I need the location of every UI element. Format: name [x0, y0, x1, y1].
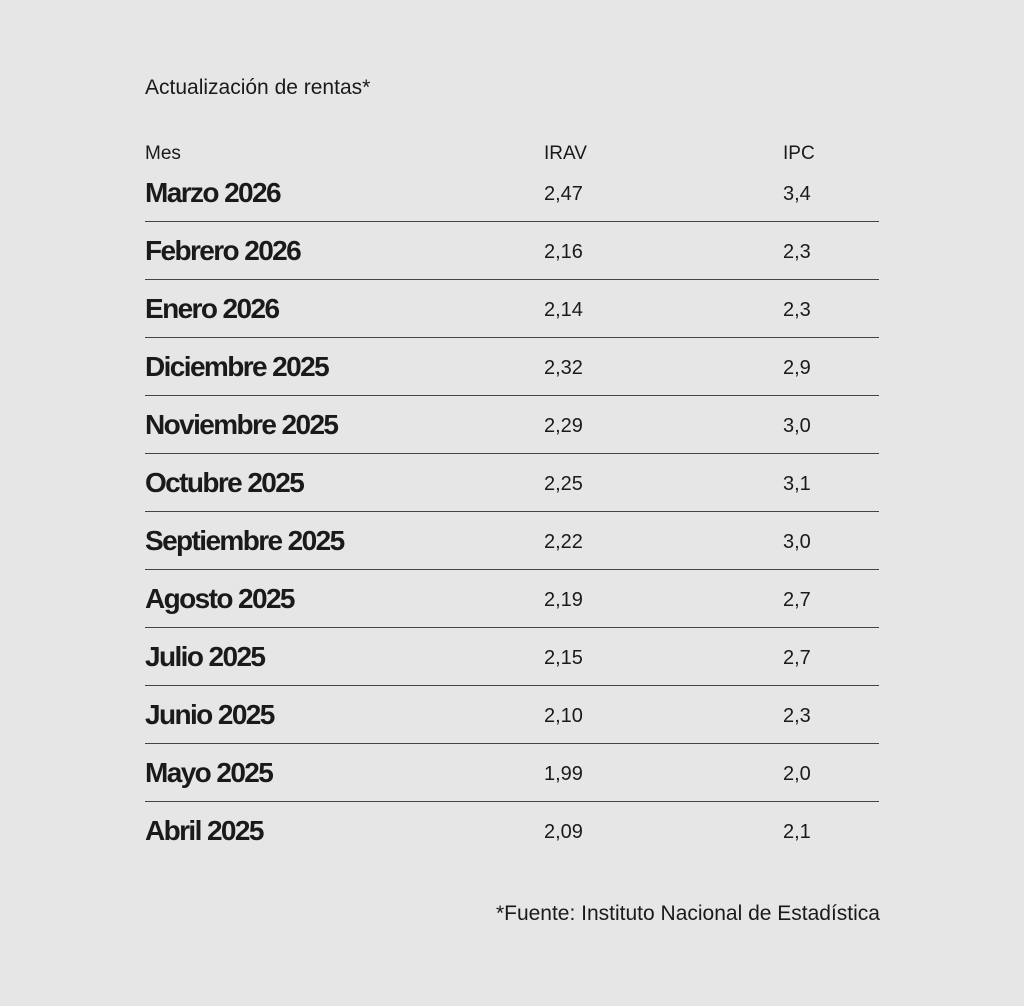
- table-row: Junio 2025 2,10 2,3: [145, 686, 879, 744]
- ipc-cell: 2,7: [783, 589, 811, 611]
- ipc-cell: 2,3: [783, 299, 811, 321]
- month-cell: Mayo 2025: [145, 757, 274, 788]
- ipc-cell: 3,4: [783, 183, 811, 205]
- source-note: *Fuente: Instituto Nacional de Estadísti…: [495, 902, 880, 925]
- month-cell: Octubre 2025: [145, 467, 305, 498]
- irav-cell: 2,47: [544, 183, 583, 205]
- header-irav: IRAV: [544, 143, 587, 164]
- ipc-cell: 2,3: [783, 705, 811, 727]
- ipc-cell: 2,0: [783, 763, 811, 785]
- ipc-cell: 3,0: [783, 531, 811, 553]
- irav-cell: 1,99: [544, 763, 583, 785]
- month-cell: Agosto 2025: [145, 583, 296, 614]
- month-cell: Junio 2025: [145, 699, 275, 730]
- table-row: Julio 2025 2,15 2,7: [145, 628, 879, 686]
- table-row: Enero 2026 2,14 2,3: [145, 280, 879, 338]
- month-cell: Septiembre 2025: [145, 525, 345, 556]
- irav-cell: 2,22: [544, 531, 583, 553]
- month-cell: Marzo 2026: [145, 177, 282, 208]
- table-row: Agosto 2025 2,19 2,7: [145, 570, 879, 628]
- irav-cell: 2,25: [544, 473, 583, 495]
- table-row: Octubre 2025 2,25 3,1: [145, 454, 879, 512]
- month-cell: Enero 2026: [145, 293, 280, 324]
- irav-cell: 2,29: [544, 415, 583, 437]
- table-row: Noviembre 2025 2,29 3,0: [145, 396, 879, 454]
- table-row: Abril 2025 2,09 2,1: [145, 802, 879, 859]
- table-row: Diciembre 2025 2,32 2,9: [145, 338, 879, 396]
- month-cell: Diciembre 2025: [145, 351, 330, 382]
- month-cell: Noviembre 2025: [145, 409, 339, 440]
- ipc-cell: 3,1: [783, 473, 811, 495]
- header-ipc: IPC: [783, 143, 815, 164]
- irav-cell: 2,09: [544, 821, 583, 843]
- irav-cell: 2,19: [544, 589, 583, 611]
- table-row: Septiembre 2025 2,22 3,0: [145, 512, 879, 570]
- irav-cell: 2,14: [544, 299, 583, 321]
- ipc-cell: 2,9: [783, 357, 811, 379]
- table-header: Mes IRAV IPC: [145, 143, 879, 167]
- table-body: Marzo 2026 2,47 3,4 Febrero 2026 2,16 2,3 Ener…: [145, 164, 879, 859]
- table-row: Mayo 2025 1,99 2,0: [145, 744, 879, 802]
- irav-cell: 2,15: [544, 647, 583, 669]
- ipc-cell: 2,1: [783, 821, 811, 843]
- month-cell: Abril 2025: [145, 815, 264, 846]
- irav-cell: 2,16: [544, 241, 583, 263]
- ipc-cell: 3,0: [783, 415, 811, 437]
- irav-cell: 2,10: [544, 705, 583, 727]
- month-cell: Febrero 2026: [145, 235, 302, 266]
- month-cell: Julio 2025: [145, 641, 266, 672]
- table-title: Actualización de rentas*: [145, 76, 371, 99]
- table-row: Marzo 2026 2,47 3,4: [145, 164, 879, 222]
- ipc-cell: 2,3: [783, 241, 811, 263]
- ipc-cell: 2,7: [783, 647, 811, 669]
- table-row: Febrero 2026 2,16 2,3: [145, 222, 879, 280]
- header-mes: Mes: [145, 143, 181, 164]
- irav-cell: 2,32: [544, 357, 583, 379]
